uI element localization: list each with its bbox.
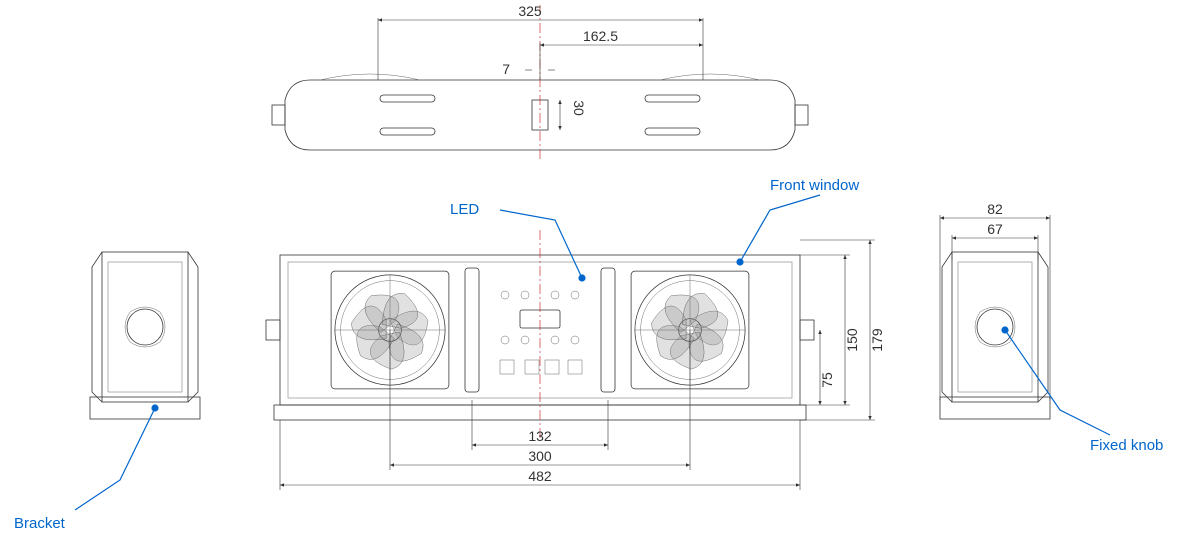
dim-162-5: 162.5 [583, 28, 618, 44]
dim-30: 30 [571, 100, 587, 116]
dim-300: 300 [528, 448, 552, 464]
side-view-right [940, 252, 1050, 419]
front-view [266, 230, 814, 440]
top-dimensions: 325 162.5 7 30 [378, 3, 703, 130]
dim-325: 325 [518, 3, 542, 19]
label-fixed-knob: Fixed knob [1090, 437, 1163, 454]
dim-150: 150 [844, 328, 860, 352]
dim-482: 482 [528, 468, 552, 484]
dim-82: 82 [987, 201, 1003, 217]
label-front-window: Front window [770, 177, 859, 194]
top-view [272, 5, 808, 160]
label-led: LED [450, 201, 479, 218]
dim-7: 7 [502, 61, 510, 77]
label-bracket: Bracket [14, 515, 66, 532]
dim-179: 179 [869, 328, 885, 352]
side-dimensions: 82 67 [940, 201, 1050, 400]
side-view-left [90, 252, 200, 419]
dim-132: 132 [528, 428, 552, 444]
dim-75: 75 [819, 372, 835, 388]
front-height-dimensions: 75 150 179 [800, 240, 885, 420]
dim-67: 67 [987, 221, 1003, 237]
